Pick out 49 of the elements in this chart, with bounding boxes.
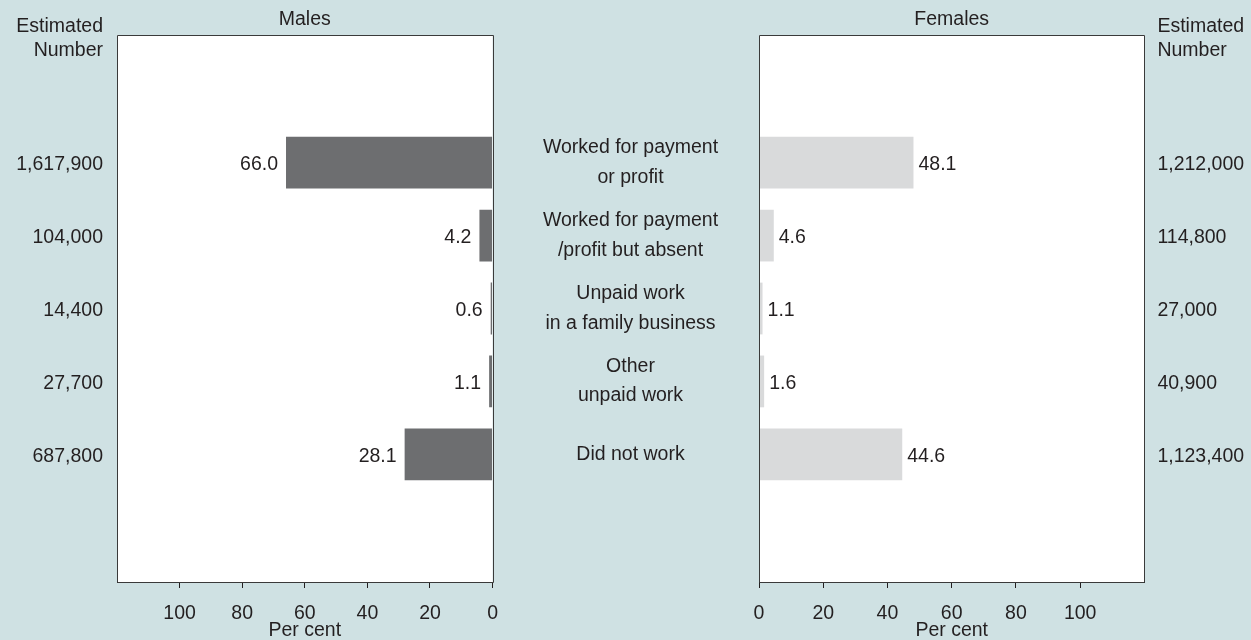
data-label: 0.6: [455, 297, 483, 320]
x-tick-label: 0: [753, 601, 765, 624]
bar: [759, 209, 774, 262]
bar: [479, 209, 493, 262]
x-tick-label: 0: [487, 601, 499, 624]
text: 27,700: [43, 370, 104, 393]
x-tick-label: 40: [876, 601, 899, 624]
text: 27,000: [1157, 297, 1218, 320]
data-label: 66.0: [240, 152, 279, 175]
x-tick-label: 80: [231, 601, 254, 624]
text: Estimated Number: [16, 14, 104, 61]
y-tick-label: Did not work: [576, 441, 685, 464]
bar: [759, 136, 914, 189]
text: 1,617,900: [16, 152, 104, 175]
data-label: 44.6: [907, 443, 946, 466]
text: 40,900: [1157, 370, 1218, 393]
y-tick-label: Worked for payment or profit: [542, 135, 719, 187]
data-label: 48.1: [918, 152, 957, 175]
text: 114,800: [1157, 224, 1227, 247]
bar: [759, 282, 763, 335]
y-tick-label: Worked for payment /profit but absent: [542, 208, 719, 260]
data-label: 1.1: [454, 370, 482, 393]
x-tick-label: 60: [293, 601, 316, 624]
chart-title: Males: [278, 7, 332, 30]
x-tick-label: 40: [356, 601, 379, 624]
data-label: 4.2: [444, 224, 472, 247]
x-tick-label: 20: [419, 601, 441, 624]
x-tick-label: 20: [812, 601, 835, 624]
bar: [489, 355, 493, 408]
bar: [286, 136, 493, 189]
x-tick-label: 100: [163, 601, 197, 624]
text: 14,400: [43, 297, 104, 320]
chart-title: Females: [914, 7, 990, 30]
text: 687,800: [32, 443, 104, 466]
bar: [404, 428, 493, 481]
y-tick-label: Unpaid work in a family business: [545, 281, 716, 333]
x-tick-label: 60: [940, 601, 963, 624]
text: Estimated Number: [1157, 14, 1245, 61]
x-tick-label: 100: [1063, 601, 1097, 624]
text: 1,123,400: [1157, 443, 1245, 466]
bar: [759, 428, 903, 481]
text: 104,000: [32, 224, 104, 247]
text: 1,212,000: [1157, 152, 1245, 175]
data-label: 4.6: [778, 224, 806, 247]
data-label: 28.1: [358, 443, 397, 466]
data-label: 1.6: [769, 370, 797, 393]
y-tick-label: Other unpaid work: [577, 354, 684, 406]
x-tick-label: 80: [1005, 601, 1027, 624]
data-label: 1.1: [767, 297, 795, 320]
